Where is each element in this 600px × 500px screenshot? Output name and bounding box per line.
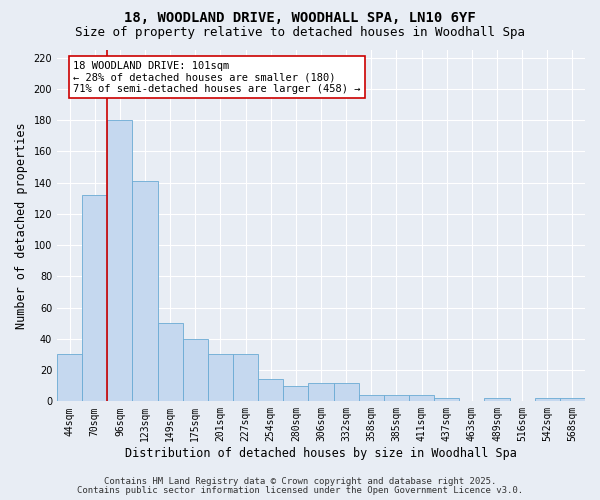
Bar	[560, 398, 585, 402]
Bar	[384, 395, 409, 402]
Bar	[409, 395, 434, 402]
Bar	[107, 120, 133, 402]
Bar	[308, 382, 334, 402]
Bar	[434, 398, 459, 402]
Bar	[82, 195, 107, 402]
Text: 18 WOODLAND DRIVE: 101sqm
← 28% of detached houses are smaller (180)
71% of semi: 18 WOODLAND DRIVE: 101sqm ← 28% of detac…	[73, 60, 361, 94]
Bar	[359, 395, 384, 402]
Bar	[258, 380, 283, 402]
Y-axis label: Number of detached properties: Number of detached properties	[15, 122, 28, 329]
Text: Contains public sector information licensed under the Open Government Licence v3: Contains public sector information licen…	[77, 486, 523, 495]
Bar	[283, 386, 308, 402]
Bar	[208, 354, 233, 402]
X-axis label: Distribution of detached houses by size in Woodhall Spa: Distribution of detached houses by size …	[125, 447, 517, 460]
Text: Size of property relative to detached houses in Woodhall Spa: Size of property relative to detached ho…	[75, 26, 525, 39]
Bar	[535, 398, 560, 402]
Bar	[183, 339, 208, 402]
Text: 18, WOODLAND DRIVE, WOODHALL SPA, LN10 6YF: 18, WOODLAND DRIVE, WOODHALL SPA, LN10 6…	[124, 11, 476, 25]
Bar	[484, 398, 509, 402]
Bar	[133, 181, 158, 402]
Bar	[233, 354, 258, 402]
Bar	[334, 382, 359, 402]
Bar	[57, 354, 82, 402]
Text: Contains HM Land Registry data © Crown copyright and database right 2025.: Contains HM Land Registry data © Crown c…	[104, 477, 496, 486]
Bar	[158, 324, 183, 402]
